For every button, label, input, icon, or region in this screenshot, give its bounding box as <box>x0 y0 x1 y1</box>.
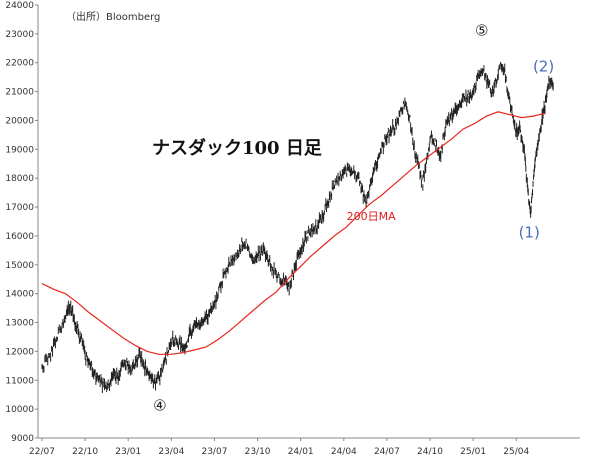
y-tick-label: 15000 <box>5 261 34 271</box>
wave-annotation: ⑤ <box>475 21 488 39</box>
x-tick-label: 24/07 <box>374 447 400 457</box>
x-tick-label: 22/10 <box>72 447 98 457</box>
y-tick-label: 18000 <box>5 174 34 184</box>
y-tick-label: 16000 <box>5 232 34 242</box>
x-tick-label: 25/04 <box>503 447 529 457</box>
ma200-line <box>41 111 546 355</box>
price-series <box>41 61 554 393</box>
x-tick-label: 23/07 <box>201 447 227 457</box>
ma200-label: 200日MA <box>347 210 396 223</box>
y-tick-label: 19000 <box>5 145 34 155</box>
y-tick-label: 9000 <box>11 434 34 444</box>
y-axis: 9000 10000 11000 12000 13000 14000 15000 16000 1… <box>5 1 39 444</box>
wave-annotation: (2) <box>533 57 554 75</box>
y-tick-label: 13000 <box>5 319 34 329</box>
y-tick-label: 21000 <box>5 88 34 98</box>
annotation-group: ⑤ (2) ④ (1) 200日MA <box>153 21 554 414</box>
y-tick-label: 10000 <box>5 405 34 415</box>
x-tick-label: 25/01 <box>460 447 486 457</box>
ma200-series <box>41 111 546 355</box>
x-tick-group: 22/07 22/10 23/01 23/04 23/07 23/10 24/01 24/04… <box>29 438 529 457</box>
x-tick-label: 23/10 <box>245 447 271 457</box>
y-tick-label: 17000 <box>5 203 34 213</box>
x-tick-label: 23/04 <box>158 447 184 457</box>
y-tick-label: 23000 <box>5 30 34 40</box>
y-tick-label: 14000 <box>5 290 34 300</box>
y-tick-label: 11000 <box>5 376 34 386</box>
x-tick-label: 22/07 <box>29 447 55 457</box>
source-label: （出所）Bloomberg <box>66 10 160 23</box>
x-tick-label: 24/10 <box>417 447 443 457</box>
x-tick-label: 24/01 <box>288 447 314 457</box>
x-tick-label: 23/01 <box>115 447 141 457</box>
y-tick-label: 20000 <box>5 116 34 126</box>
y-tick-group: 9000 10000 11000 12000 13000 14000 15000 16000 1… <box>5 1 38 444</box>
wave-annotation: (1) <box>519 223 540 241</box>
y-tick-label: 24000 <box>5 1 34 11</box>
wave-annotation: ④ <box>153 397 166 415</box>
x-axis: 22/07 22/10 23/01 23/04 23/07 23/10 24/01 24/04… <box>29 437 580 457</box>
x-tick-label: 24/04 <box>331 447 357 457</box>
y-tick-label: 12000 <box>5 347 34 357</box>
chart-title: ナスダック100 日足 <box>152 137 322 159</box>
y-tick-label: 22000 <box>5 59 34 69</box>
